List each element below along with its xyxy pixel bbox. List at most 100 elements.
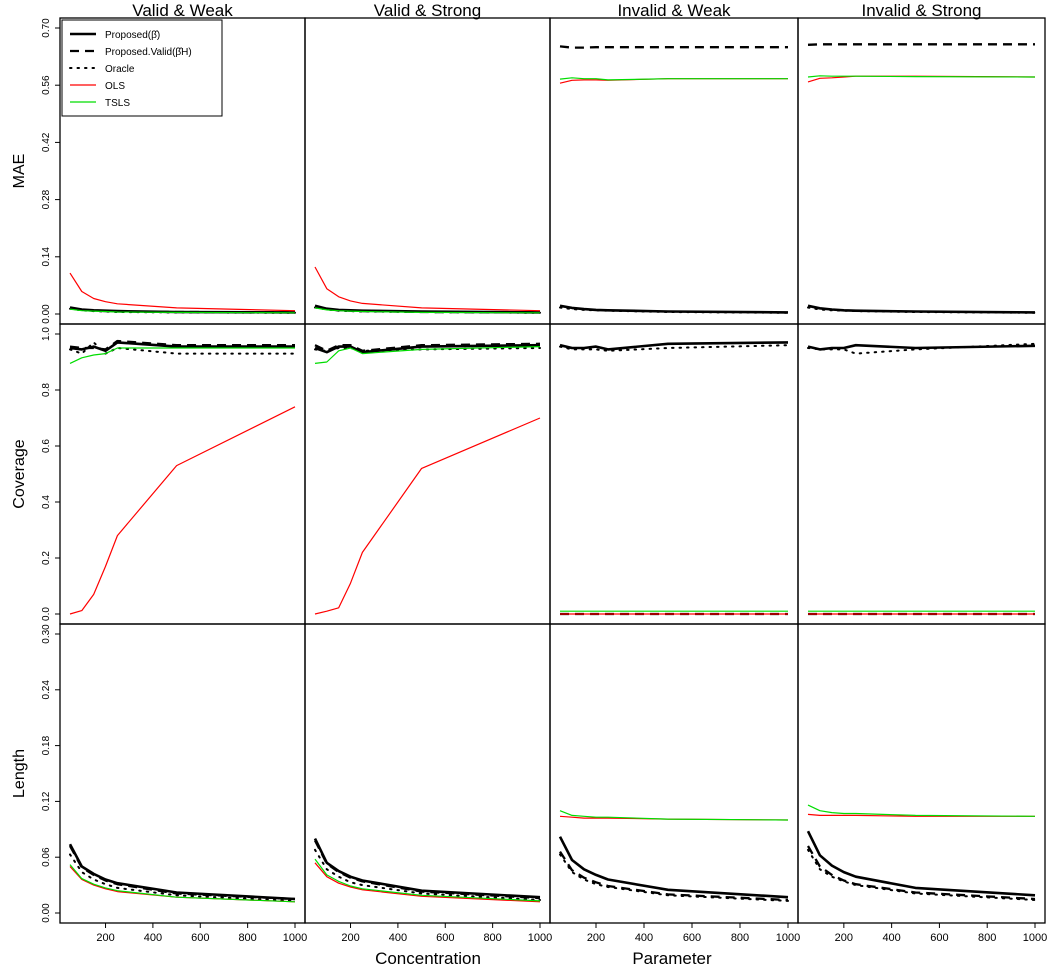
- panel-frame: [797, 17, 1046, 325]
- x-tick-label: 800: [978, 932, 996, 944]
- column-title-valid-and-strong: Valid & Strong: [374, 1, 481, 20]
- series-line-tsls: [807, 75, 1036, 78]
- series-line-ols: [314, 417, 541, 615]
- y-tick-label-coverage: 0.6: [41, 439, 52, 453]
- y-tick-label-length: 0.12: [41, 791, 52, 811]
- x-tick-label: 400: [144, 932, 162, 944]
- series-line-proposed: [807, 343, 1036, 351]
- series-line-proposed-valid-h: [559, 45, 788, 49]
- x-tick-label: 200: [835, 932, 853, 944]
- series-line-proposed: [314, 343, 541, 354]
- series-line-proposed: [69, 341, 295, 353]
- panel-frame: [59, 323, 306, 625]
- series-line-proposed: [806, 830, 1036, 897]
- panel-length-invalid-and-weak: [549, 623, 799, 924]
- x-tick-label: 400: [635, 932, 653, 944]
- x-tick-label: 1000: [1023, 932, 1047, 944]
- x-tick-label: 200: [96, 932, 114, 944]
- x-tick-label: 400: [389, 932, 407, 944]
- series-line-tsls: [314, 307, 541, 314]
- y-tick-label-length: 0.06: [41, 847, 52, 867]
- y-tick-label-coverage: 0.8: [41, 383, 52, 397]
- row-label-length: Length: [11, 749, 28, 798]
- y-tick-label-mae: 0.14: [41, 247, 52, 267]
- y-tick-label-mae: 0.00: [41, 304, 52, 324]
- series-line-oracle: [314, 848, 541, 901]
- series-line-proposed: [68, 843, 296, 901]
- column-title-invalid-and-weak: Invalid & Weak: [617, 1, 731, 20]
- series-line-proposed: [559, 341, 789, 351]
- series-line-tsls: [69, 308, 296, 314]
- series-line-proposed: [558, 836, 789, 899]
- series-line-proposed-valid-h: [313, 839, 541, 900]
- series-line-ols: [314, 862, 541, 903]
- x-tick-label: 1000: [283, 932, 307, 944]
- panel-coverage-invalid-and-strong: [797, 323, 1046, 625]
- x-tick-label: 600: [930, 932, 948, 944]
- panel-mae-valid-and-strong: [304, 17, 551, 325]
- y-tick-label-length: 0.18: [41, 735, 52, 755]
- legend-box: [61, 19, 223, 117]
- series-line-proposed-valid-h: [314, 342, 541, 352]
- series-line-tsls: [69, 864, 296, 903]
- legend-label-oracle: Oracle: [105, 64, 135, 75]
- series-line-ols: [69, 406, 296, 615]
- column-title-invalid-and-strong: Invalid & Strong: [861, 1, 981, 20]
- y-tick-label-coverage: 0.2: [41, 551, 52, 565]
- y-tick-label-coverage: 0.0: [41, 607, 52, 621]
- x-axis-label-right: Parameter: [632, 949, 712, 968]
- panel-frame: [549, 17, 799, 325]
- series-line-tsls: [807, 804, 1036, 817]
- figure-labels: Concentration Parameter: [375, 949, 712, 968]
- y-tick-label-coverage: 0.4: [41, 495, 52, 509]
- y-tick-label-mae: 0.42: [41, 132, 52, 152]
- series-line-proposed: [313, 838, 541, 899]
- row-label-mae: MAE: [11, 154, 28, 189]
- panel-frame: [304, 323, 551, 625]
- panel-coverage-valid-and-strong: [304, 323, 551, 625]
- legend-label-ols: OLS: [105, 81, 125, 92]
- legend-label-proposed-valid-h: Proposed.Valid(β̂H): [105, 46, 192, 58]
- x-tick-label: 800: [483, 932, 501, 944]
- series-line-ols: [69, 272, 296, 312]
- y-tick-label-mae: 0.28: [41, 189, 52, 209]
- panel-length-valid-and-strong: [304, 623, 551, 924]
- series-line-oracle: [807, 848, 1036, 901]
- y-tick-label-mae: 0.70: [41, 18, 52, 38]
- x-tick-label: 200: [341, 932, 359, 944]
- x-axis-label-left: Concentration: [375, 949, 481, 968]
- column-title-valid-and-weak: Valid & Weak: [132, 1, 233, 20]
- y-tick-label-mae: 0.56: [41, 75, 52, 95]
- series-line-tsls: [314, 858, 541, 902]
- panel-mae-valid-and-weak: [59, 17, 306, 325]
- series-line-proposed-valid-h: [807, 845, 1036, 901]
- series-line-proposed-valid-h: [807, 43, 1035, 46]
- series-line-ols: [314, 266, 541, 312]
- panel-frame: [797, 623, 1046, 924]
- panel-frame: [304, 623, 551, 924]
- x-tick-label: 400: [882, 932, 900, 944]
- x-tick-label: 800: [238, 932, 256, 944]
- x-tick-label: 1000: [528, 932, 552, 944]
- series-line-proposed-valid-h: [68, 845, 296, 901]
- panel-length-valid-and-weak: [59, 623, 306, 924]
- x-tick-label: 600: [683, 932, 701, 944]
- panel-grid: Valid & Weak Valid & Strong Invalid & Weak…: [11, 1, 1047, 944]
- series-line-tsls: [559, 810, 789, 821]
- series-line-tsls: [559, 77, 788, 81]
- x-tick-label: 200: [587, 932, 605, 944]
- legend: Proposed(β̂) Proposed.Valid(β̂H) Oracle OLS…: [61, 19, 223, 117]
- x-tick-label: 800: [731, 932, 749, 944]
- row-label-coverage: Coverage: [11, 439, 28, 508]
- panel-mae-invalid-and-weak: [549, 17, 799, 325]
- y-tick-label-length: 0.00: [41, 903, 52, 923]
- y-tick-label-length: 0.30: [41, 624, 52, 644]
- panel-frame: [797, 323, 1046, 625]
- panel-frame: [549, 323, 799, 625]
- series-line-proposed-valid-h: [559, 850, 789, 902]
- panel-coverage-valid-and-weak: [59, 323, 306, 625]
- series-line-tsls: [314, 346, 541, 364]
- series-line-proposed: [559, 304, 789, 314]
- panel-length-invalid-and-strong: [797, 623, 1046, 924]
